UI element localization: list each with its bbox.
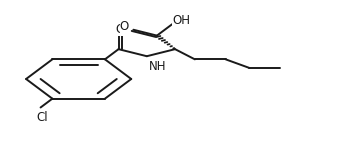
Text: O: O <box>120 20 129 33</box>
Text: Cl: Cl <box>36 111 48 124</box>
Text: OH: OH <box>173 14 190 27</box>
Text: NH: NH <box>149 60 166 73</box>
Text: O: O <box>116 23 125 36</box>
